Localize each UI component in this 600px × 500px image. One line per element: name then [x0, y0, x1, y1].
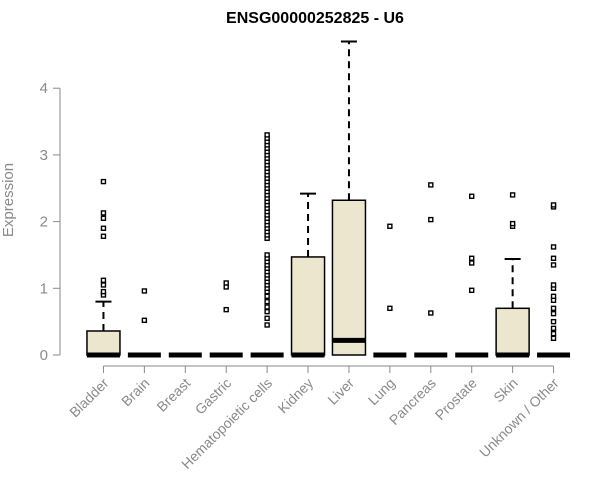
outlier-point	[100, 178, 107, 185]
outlier-point	[469, 287, 475, 294]
outlier-point	[550, 330, 557, 337]
box	[495, 307, 530, 356]
box-group	[290, 192, 326, 358]
outlier-point	[223, 306, 229, 313]
box-group	[331, 40, 367, 356]
box	[331, 199, 367, 356]
x-tick-label: Bladder	[66, 375, 112, 421]
y-tick-label: 0	[40, 347, 48, 364]
outlier-point	[264, 315, 270, 322]
outlier-point	[469, 260, 475, 266]
outlier-point	[141, 317, 148, 324]
chart-title: ENSG00000252825 - U6	[226, 10, 404, 27]
y-tick-label: 1	[40, 280, 48, 297]
outlier-point	[100, 210, 107, 216]
y-tick-label: 3	[40, 147, 48, 164]
outlier-point	[100, 288, 107, 295]
outlier-point	[550, 244, 557, 250]
box-group	[86, 178, 121, 358]
box	[290, 256, 326, 356]
box-group	[495, 192, 530, 358]
outlier-point	[387, 223, 393, 229]
outlier-point	[100, 225, 107, 231]
outlier-point	[264, 293, 270, 300]
outlier-point	[550, 335, 557, 342]
x-tick-label: Breast	[153, 375, 193, 415]
outlier-point	[264, 304, 270, 310]
box-group	[373, 223, 407, 358]
outlier-point	[264, 308, 270, 315]
box-series	[86, 40, 571, 358]
outlier-point	[469, 255, 475, 261]
outlier-point	[550, 310, 557, 317]
outlier-point	[141, 288, 148, 294]
x-tick-label: Liver	[324, 375, 357, 408]
outlier-point	[223, 280, 229, 286]
x-tick-label: Skin	[490, 375, 521, 406]
outlier-point	[100, 233, 107, 239]
outlier-point	[469, 193, 475, 199]
outlier-point	[264, 298, 270, 305]
x-tick-label: Kidney	[275, 375, 317, 417]
y-tick-label: 4	[40, 80, 48, 97]
outlier-point	[264, 132, 270, 138]
outlier-point	[387, 305, 393, 312]
box-group	[414, 182, 448, 358]
outlier-point	[550, 282, 557, 288]
outlier-point	[550, 202, 557, 208]
outlier-point	[550, 325, 557, 332]
outlier-point	[550, 255, 557, 261]
outlier-point	[509, 220, 516, 227]
x-tick-label: Brain	[118, 375, 152, 409]
box-group	[537, 202, 571, 358]
outlier-point	[100, 215, 107, 221]
outlier-point	[264, 252, 270, 258]
outlier-point	[264, 322, 270, 328]
x-tick-label: Lung	[365, 375, 398, 408]
outlier-point	[100, 277, 107, 283]
y-tick-label: 2	[40, 214, 48, 231]
outlier-point	[428, 310, 434, 316]
y-axis-label: Expression	[0, 163, 17, 237]
box-group	[209, 280, 243, 358]
outlier-point	[550, 318, 557, 325]
box-group	[455, 193, 489, 358]
box-group	[127, 288, 161, 358]
outlier-point	[100, 282, 107, 288]
outlier-point	[509, 192, 516, 198]
outlier-point	[428, 216, 434, 223]
y-axis: 0 1 2 3 4	[40, 80, 61, 364]
x-tick-label: Prostate	[432, 375, 480, 423]
outlier-point	[550, 305, 557, 312]
outlier-point	[428, 182, 434, 188]
outlier-point	[550, 293, 557, 300]
box-group	[250, 132, 284, 358]
outlier-point	[550, 262, 557, 268]
box	[86, 330, 121, 356]
